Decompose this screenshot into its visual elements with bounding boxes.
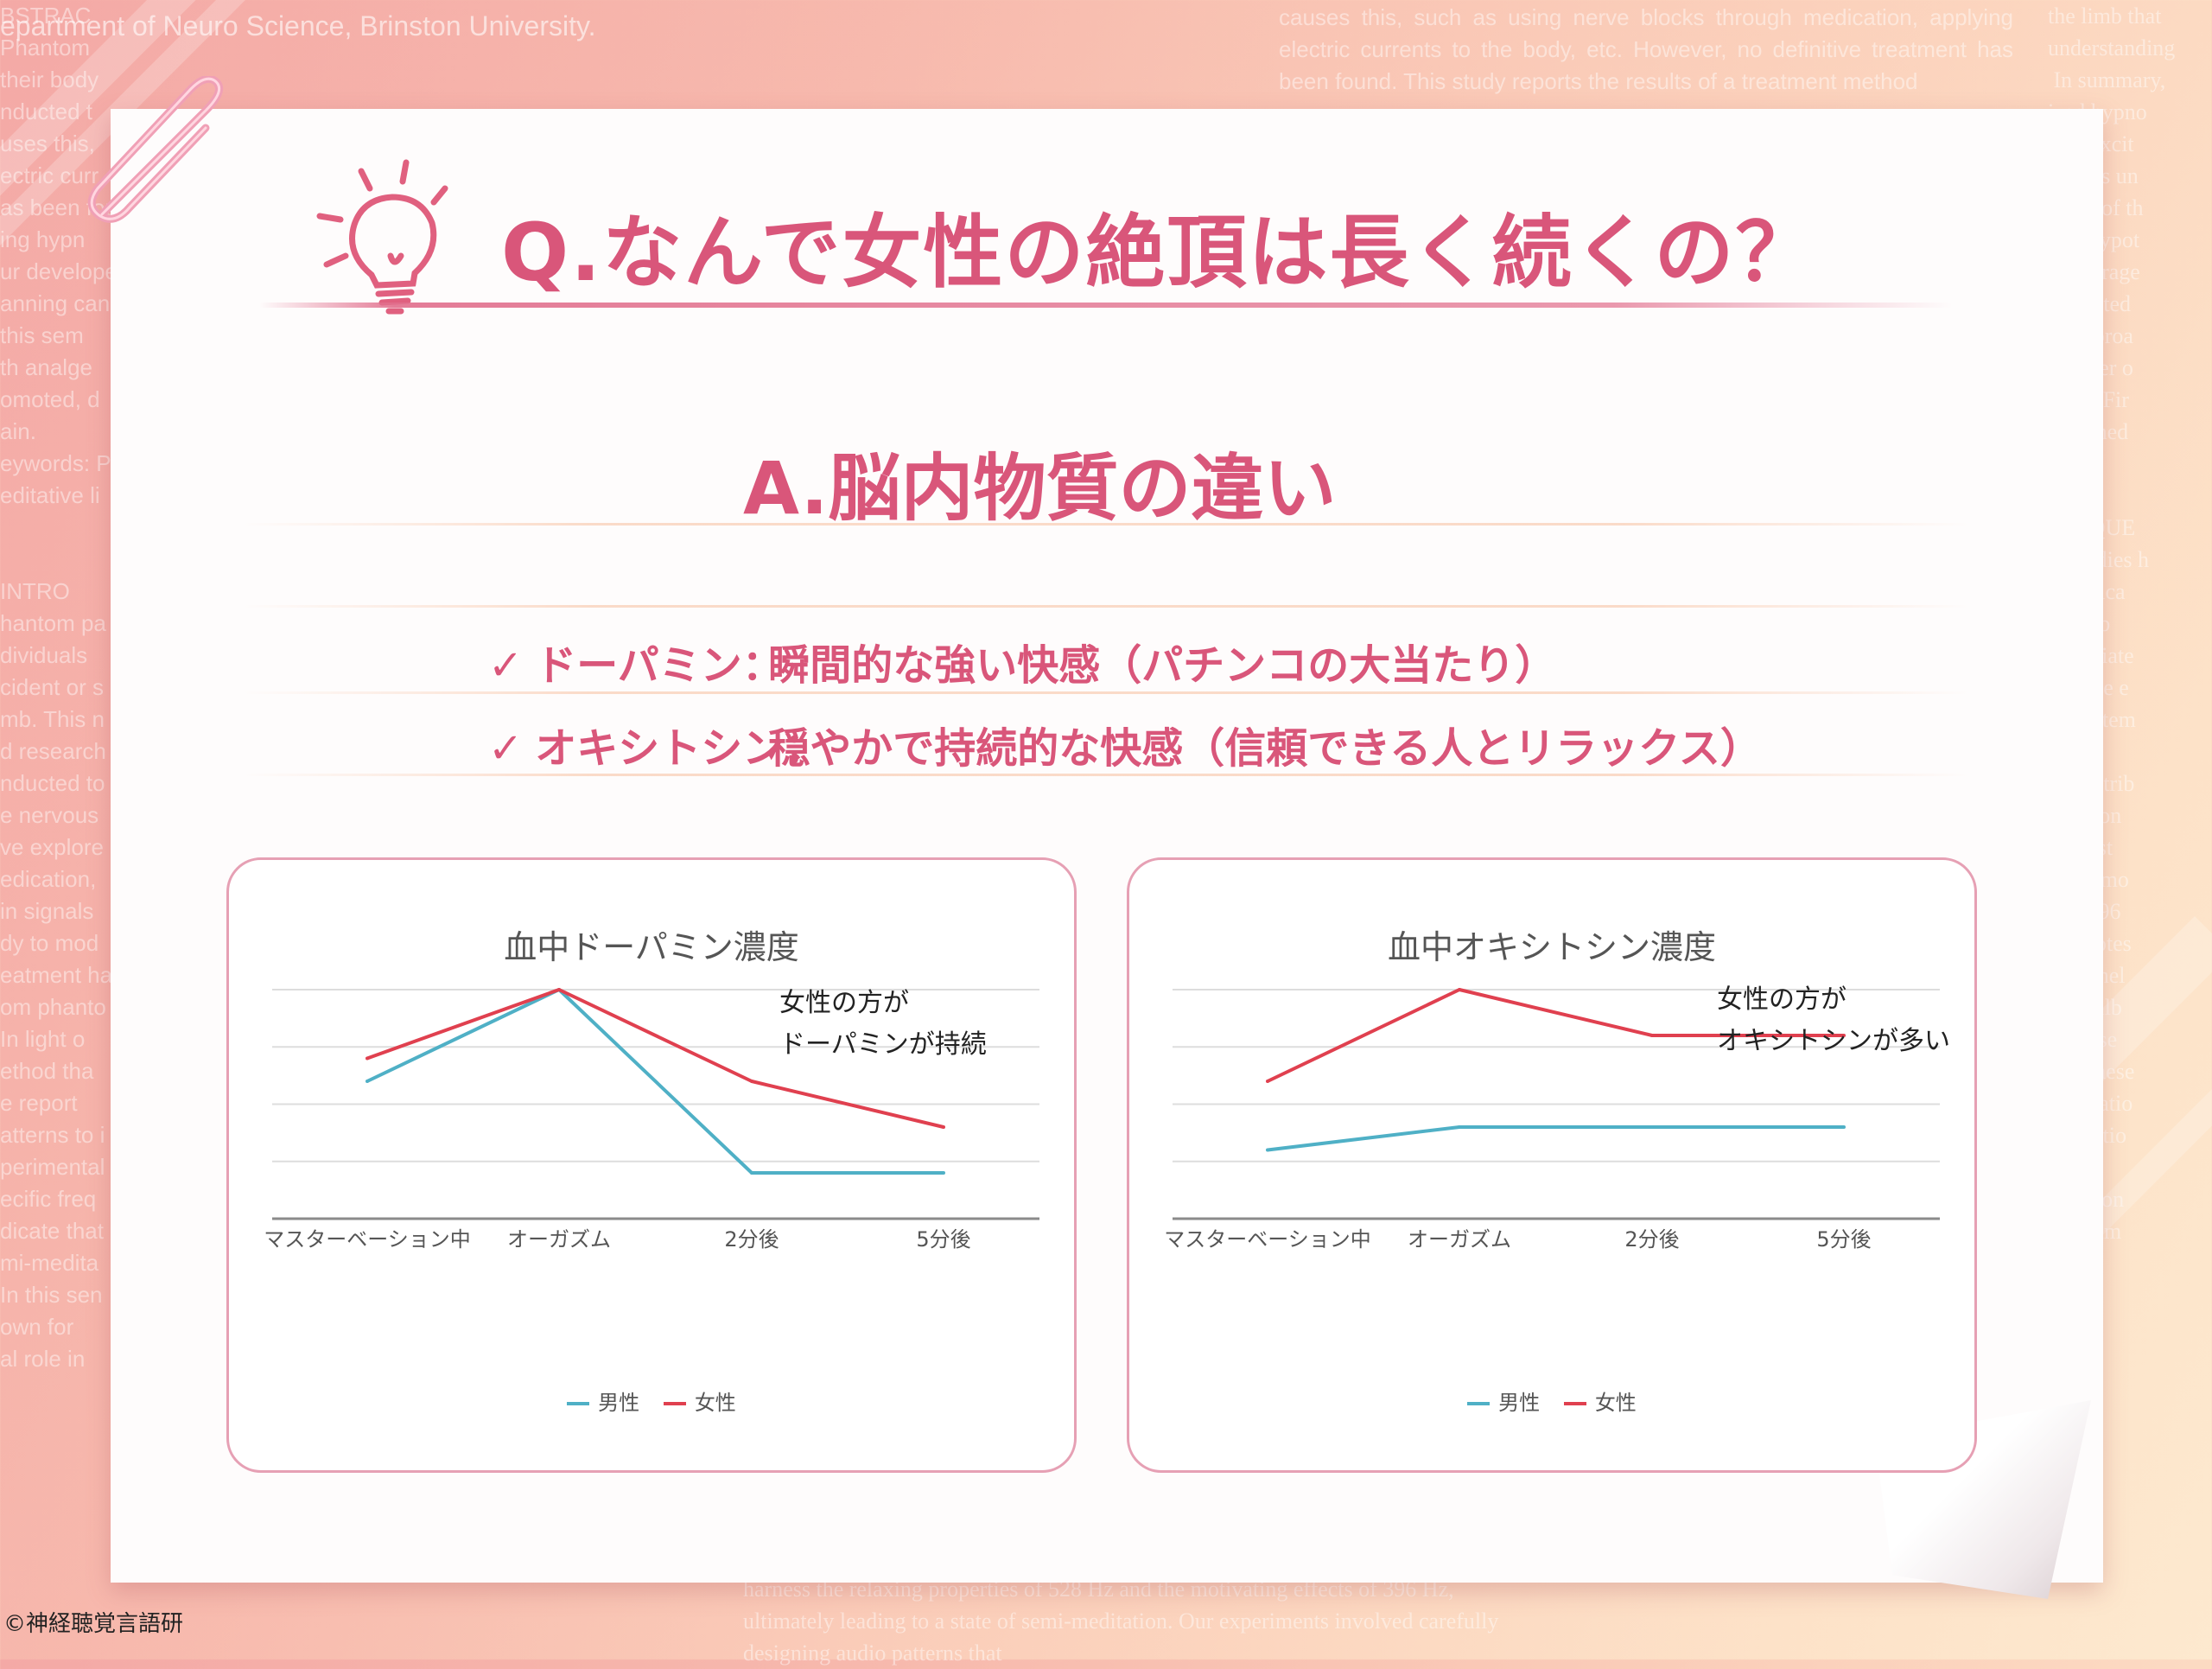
legend-item-female: 女性 bbox=[1563, 1391, 1637, 1415]
data-point bbox=[1842, 1034, 1846, 1037]
legend-label: 女性 bbox=[1594, 1391, 1637, 1415]
lightbulb-icon bbox=[316, 159, 448, 315]
point-term: オキシトシン： bbox=[535, 724, 826, 773]
legend-item-female: 女性 bbox=[663, 1391, 736, 1415]
paperclip-icon bbox=[87, 76, 224, 223]
bg-header-text: epartment of Neuro Science, Brinston Uni… bbox=[0, 10, 596, 41]
legend-label: 男性 bbox=[598, 1391, 640, 1415]
chart-annotation: 女性の方が オキシトシンが多い bbox=[1717, 979, 1950, 1062]
data-point bbox=[365, 1056, 369, 1061]
bg-left-text: BSTRAC Phantom their body nducted t uses… bbox=[0, 3, 112, 1372]
ruled-line bbox=[242, 774, 1970, 776]
legend-item-male: 男性 bbox=[1467, 1391, 1540, 1415]
point-desc: 瞬間的な強い快感（パチンコの大当たり） bbox=[768, 641, 1557, 690]
chart-card-oxytocin: 血中オキシトシン濃度 マスターベーション中 オーガズム 2分後 5分後 女性の方が オ… bbox=[1127, 857, 1977, 1473]
chart-legend: 男性 女性 bbox=[229, 1386, 1074, 1416]
data-point bbox=[1266, 1080, 1269, 1083]
data-point bbox=[365, 1080, 369, 1083]
data-point bbox=[750, 1171, 753, 1175]
point-desc: 穏やかで持続的な快感（信頼できる人とリラックス） bbox=[768, 724, 1762, 773]
x-tick-label: オーガズム bbox=[507, 1227, 611, 1252]
legend-swatch bbox=[663, 1402, 686, 1405]
legend-swatch bbox=[1563, 1402, 1586, 1405]
data-point bbox=[1650, 1034, 1654, 1037]
chart-title: 血中オキシトシン濃度 bbox=[1387, 928, 1716, 966]
data-point bbox=[557, 988, 561, 991]
chart-legend: 男性 女性 bbox=[1129, 1386, 1974, 1416]
annotation-line: 女性の方が bbox=[779, 988, 909, 1018]
data-point bbox=[1458, 988, 1461, 991]
point-dopamine: ✓ ドーパミン：瞬間的な強い快感（パチンコの大当たり） bbox=[488, 631, 1556, 691]
check-icon: ✓ bbox=[488, 641, 524, 690]
series-line-male bbox=[1267, 1125, 1844, 1152]
chart-card-dopamine: 血中ドーパミン濃度 マスターベーション中 オーガズム 2分後 5分後 女性の方が ドー… bbox=[226, 857, 1077, 1473]
chart-plot-oxytocin: マスターベーション中 オーガズム 2分後 5分後 bbox=[1164, 988, 1940, 1252]
point-term: ドーパミン： bbox=[535, 641, 784, 690]
bg-top-text: causes this, such as using nerve blocks … bbox=[1279, 4, 2013, 94]
data-point bbox=[1650, 1125, 1654, 1129]
series-line-female bbox=[366, 988, 944, 1129]
x-tick-label: マスターベーション中 bbox=[1164, 1227, 1371, 1252]
point-oxytocin: ✓ オキシトシン：穏やかで持続的な快感（信頼できる人とリラックス） bbox=[488, 714, 1762, 774]
data-point bbox=[942, 1171, 945, 1175]
chart-plot-dopamine: マスターベーション中 オーガズム 2分後 5分後 bbox=[264, 988, 1039, 1252]
x-tick-label: 5分後 bbox=[916, 1227, 970, 1252]
x-tick-label: 2分後 bbox=[724, 1227, 779, 1252]
legend-swatch bbox=[567, 1402, 590, 1405]
data-point bbox=[1842, 1125, 1846, 1129]
ruled-line bbox=[242, 523, 1970, 526]
x-tick-label: 5分後 bbox=[1816, 1227, 1871, 1252]
data-point bbox=[1458, 1125, 1461, 1129]
x-tick-label: マスターベーション中 bbox=[264, 1227, 471, 1252]
data-point bbox=[750, 1080, 753, 1083]
chart-title: 血中ドーパミン濃度 bbox=[504, 928, 799, 966]
legend-swatch bbox=[1467, 1402, 1491, 1405]
series-line-male bbox=[366, 988, 944, 1175]
check-icon: ✓ bbox=[488, 724, 524, 773]
annotation-line: ドーパミンが持続 bbox=[779, 1029, 987, 1060]
annotation-line: 女性の方が bbox=[1717, 984, 1847, 1015]
bg-bottom-text: harness the relaxing properties of 528 H… bbox=[743, 1577, 1499, 1666]
ruled-line bbox=[242, 605, 1970, 608]
answer-heading: A.脳内物質の違い bbox=[743, 446, 1337, 531]
x-tick-label: オーガズム bbox=[1408, 1227, 1511, 1252]
chart-annotation: 女性の方が ドーパミンが持続 bbox=[779, 983, 987, 1066]
data-point bbox=[942, 1125, 945, 1129]
legend-label: 男性 bbox=[1498, 1391, 1541, 1415]
copyright-text: ©神経聴覚言語研 bbox=[3, 1611, 184, 1637]
series-line-female bbox=[1267, 988, 1844, 1083]
question-title: Q.なんで女性の絶頂は長く続くの？ bbox=[501, 207, 1817, 299]
data-point bbox=[1266, 1148, 1269, 1152]
ruled-line bbox=[242, 691, 1970, 694]
legend-item-male: 男性 bbox=[567, 1391, 639, 1415]
legend-label: 女性 bbox=[694, 1391, 736, 1415]
annotation-line: オキシトシンが多い bbox=[1717, 1026, 1950, 1056]
title-underline bbox=[259, 303, 1953, 308]
x-tick-label: 2分後 bbox=[1624, 1227, 1679, 1252]
